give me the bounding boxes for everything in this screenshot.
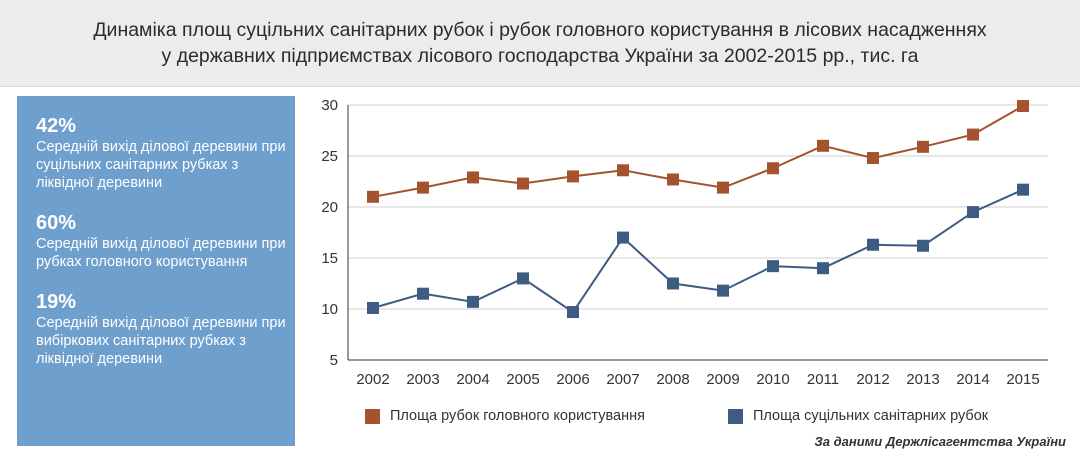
data-point-1	[767, 162, 779, 175]
y-tick-label: 5	[330, 352, 338, 369]
legend-item-main-felling: Площа рубок головного користування	[365, 408, 645, 424]
y-tick-label: 20	[321, 199, 338, 216]
x-tick-label: 2008	[656, 371, 689, 388]
data-point-1	[417, 181, 429, 194]
data-point-1	[517, 177, 529, 190]
legend-swatch-main-felling	[365, 408, 380, 424]
data-point-1	[467, 171, 479, 184]
x-tick-label: 2007	[606, 371, 639, 388]
x-tick-label: 2003	[406, 371, 439, 388]
y-tick-label: 15	[321, 250, 338, 267]
stats-panel: 42% Середній вихід ділової деревини при …	[17, 96, 295, 446]
data-point-1	[967, 128, 979, 141]
stat-description: Середній вихід ділової деревини при рубк…	[36, 236, 286, 270]
y-tick-label: 10	[321, 301, 338, 318]
x-tick-label: 2005	[506, 371, 539, 388]
legend-label: Площа суцільних санітарних рубок	[753, 408, 989, 424]
x-tick-label: 2006	[556, 371, 589, 388]
data-point-2	[417, 287, 429, 300]
stat-value: 19%	[36, 291, 77, 313]
x-tick-label: 2012	[856, 371, 889, 388]
x-tick-label: 2011	[807, 371, 839, 388]
x-tick-label: 2010	[756, 371, 789, 388]
data-point-1	[817, 139, 829, 152]
source-note: За даними Держлісагентства України	[814, 434, 1066, 449]
stat-description: Середній вихід ділової деревини при суці…	[36, 139, 286, 191]
series-line-1	[372, 105, 1024, 198]
y-tick-label: 25	[321, 148, 338, 165]
data-point-2	[567, 306, 579, 319]
data-point-2	[617, 231, 629, 244]
x-tick-label: 2015	[1006, 371, 1039, 388]
stat-block-2: 60% Середній вихід ділової деревини при …	[36, 211, 295, 271]
data-point-2	[767, 260, 779, 273]
data-point-2	[467, 295, 479, 308]
data-point-2	[1017, 183, 1029, 196]
series-line-2	[372, 188, 1024, 314]
stat-value: 60%	[36, 212, 77, 234]
data-point-2	[667, 277, 679, 290]
line-chart: 5 10 15 20 25 30 2002 2003 2004 2005 2006 2007 2008 2…	[321, 97, 1048, 388]
data-point-2	[367, 301, 379, 314]
x-tick-label: 2014	[956, 371, 989, 388]
stat-description: Середній вихід ділової деревини при вибі…	[36, 315, 286, 367]
stat-block-1: 42% Середній вихід ділової деревини при …	[36, 114, 295, 192]
data-point-1	[917, 140, 929, 153]
data-point-2	[917, 239, 929, 252]
chart-title-line-2: у державних підприємствах лісового госпо…	[161, 45, 919, 67]
data-point-2	[517, 272, 529, 285]
y-tick-label: 30	[321, 97, 338, 114]
data-point-1	[617, 164, 629, 177]
data-point-2	[817, 262, 829, 275]
legend-swatch-sanitary-felling	[728, 408, 743, 424]
legend-label: Площа рубок головного користування	[390, 408, 645, 424]
data-point-1	[867, 152, 879, 165]
data-point-2	[867, 238, 879, 251]
data-point-1	[567, 170, 579, 183]
x-tick-label: 2013	[906, 371, 939, 388]
stat-value: 42%	[36, 115, 77, 137]
x-tick-label: 2009	[706, 371, 739, 388]
legend-item-sanitary-felling: Площа суцільних санітарних рубок	[728, 408, 988, 424]
legend: Площа рубок головного користування Площа…	[365, 408, 1065, 428]
x-tick-label: 2004	[456, 371, 489, 388]
stat-block-3: 19% Середній вихід ділової деревини при …	[36, 290, 295, 368]
data-point-1	[717, 181, 729, 194]
data-point-2	[967, 206, 979, 219]
x-tick-label: 2002	[356, 371, 389, 388]
data-point-1	[667, 173, 679, 186]
data-point-1	[1017, 100, 1029, 113]
data-point-1	[367, 190, 379, 203]
chart-header: Динаміка площ суцільних санітарних рубок…	[0, 0, 1080, 87]
chart-title-line-1: Динаміка площ суцільних санітарних рубок…	[93, 19, 987, 41]
data-point-2	[717, 284, 729, 297]
